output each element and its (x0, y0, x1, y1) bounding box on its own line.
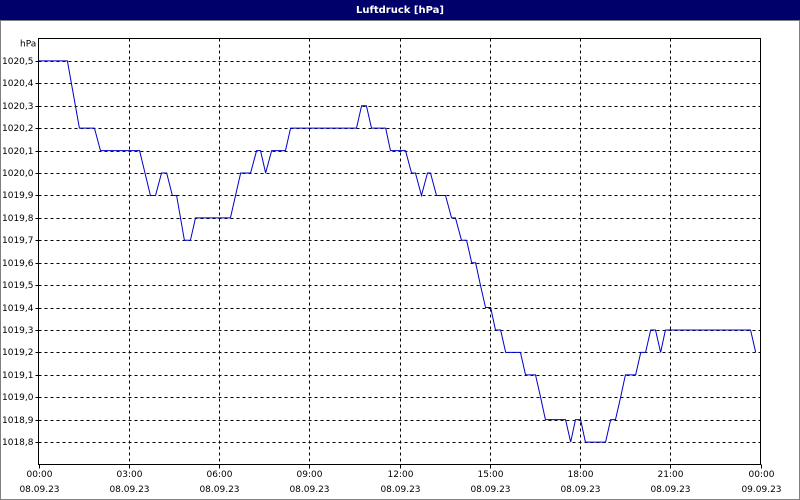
x-tick-label: 03:00 (117, 470, 143, 480)
x-tick-date: 08.09.23 (199, 485, 239, 495)
y-tick-label: 1019,9 (2, 191, 34, 201)
y-tick-label: 1020,5 (2, 57, 34, 67)
y-tick-label: 1019,3 (2, 326, 34, 336)
plot-area (38, 38, 761, 465)
x-tick-date: 08.09.23 (650, 485, 690, 495)
x-tick-label: 18:00 (568, 470, 594, 480)
y-unit: hPa (20, 40, 36, 50)
y-tick-label: 1020,3 (2, 102, 34, 112)
x-tick-label: 15:00 (478, 470, 504, 480)
x-tick-label: 00:00 (27, 470, 53, 480)
x-tick-date: 08.09.23 (109, 485, 149, 495)
x-tick-label: 21:00 (658, 470, 684, 480)
x-tick-label: 00:00 (749, 470, 775, 480)
x-tick-date: 08.09.23 (470, 485, 510, 495)
x-tick-date: 08.09.23 (289, 485, 329, 495)
x-tick-date: 09.09.23 (741, 485, 781, 495)
y-tick-label: 1018,8 (2, 438, 34, 448)
y-tick-label: 1019,8 (2, 214, 34, 224)
x-tick-label: 09:00 (297, 470, 323, 480)
x-tick-label: 06:00 (207, 470, 233, 480)
y-tick-label: 1019,2 (2, 348, 34, 358)
y-tick-label: 1020,1 (2, 147, 34, 157)
y-tick-label: 1019,1 (2, 371, 34, 381)
x-tick-date: 08.09.23 (19, 485, 59, 495)
y-tick-label: 1019,0 (2, 393, 34, 403)
title-bar (0, 0, 800, 20)
y-tick-label: 1020,4 (2, 79, 34, 89)
y-tick-label: 1020,2 (2, 124, 34, 134)
y-tick-label: 1020,0 (2, 169, 34, 179)
y-tick-label: 1019,5 (2, 281, 34, 291)
y-tick-label: 1018,9 (2, 416, 34, 426)
x-tick-date: 08.09.23 (560, 485, 600, 495)
y-tick-label: 1019,6 (2, 259, 34, 269)
data-line (38, 60, 757, 443)
x-tick-date: 08.09.23 (380, 485, 420, 495)
x-tick-label: 12:00 (388, 470, 414, 480)
y-tick-label: 1019,4 (2, 304, 34, 314)
chart-title: Luftdruck [hPa] (356, 5, 444, 16)
y-tick-label: 1019,7 (2, 236, 34, 246)
